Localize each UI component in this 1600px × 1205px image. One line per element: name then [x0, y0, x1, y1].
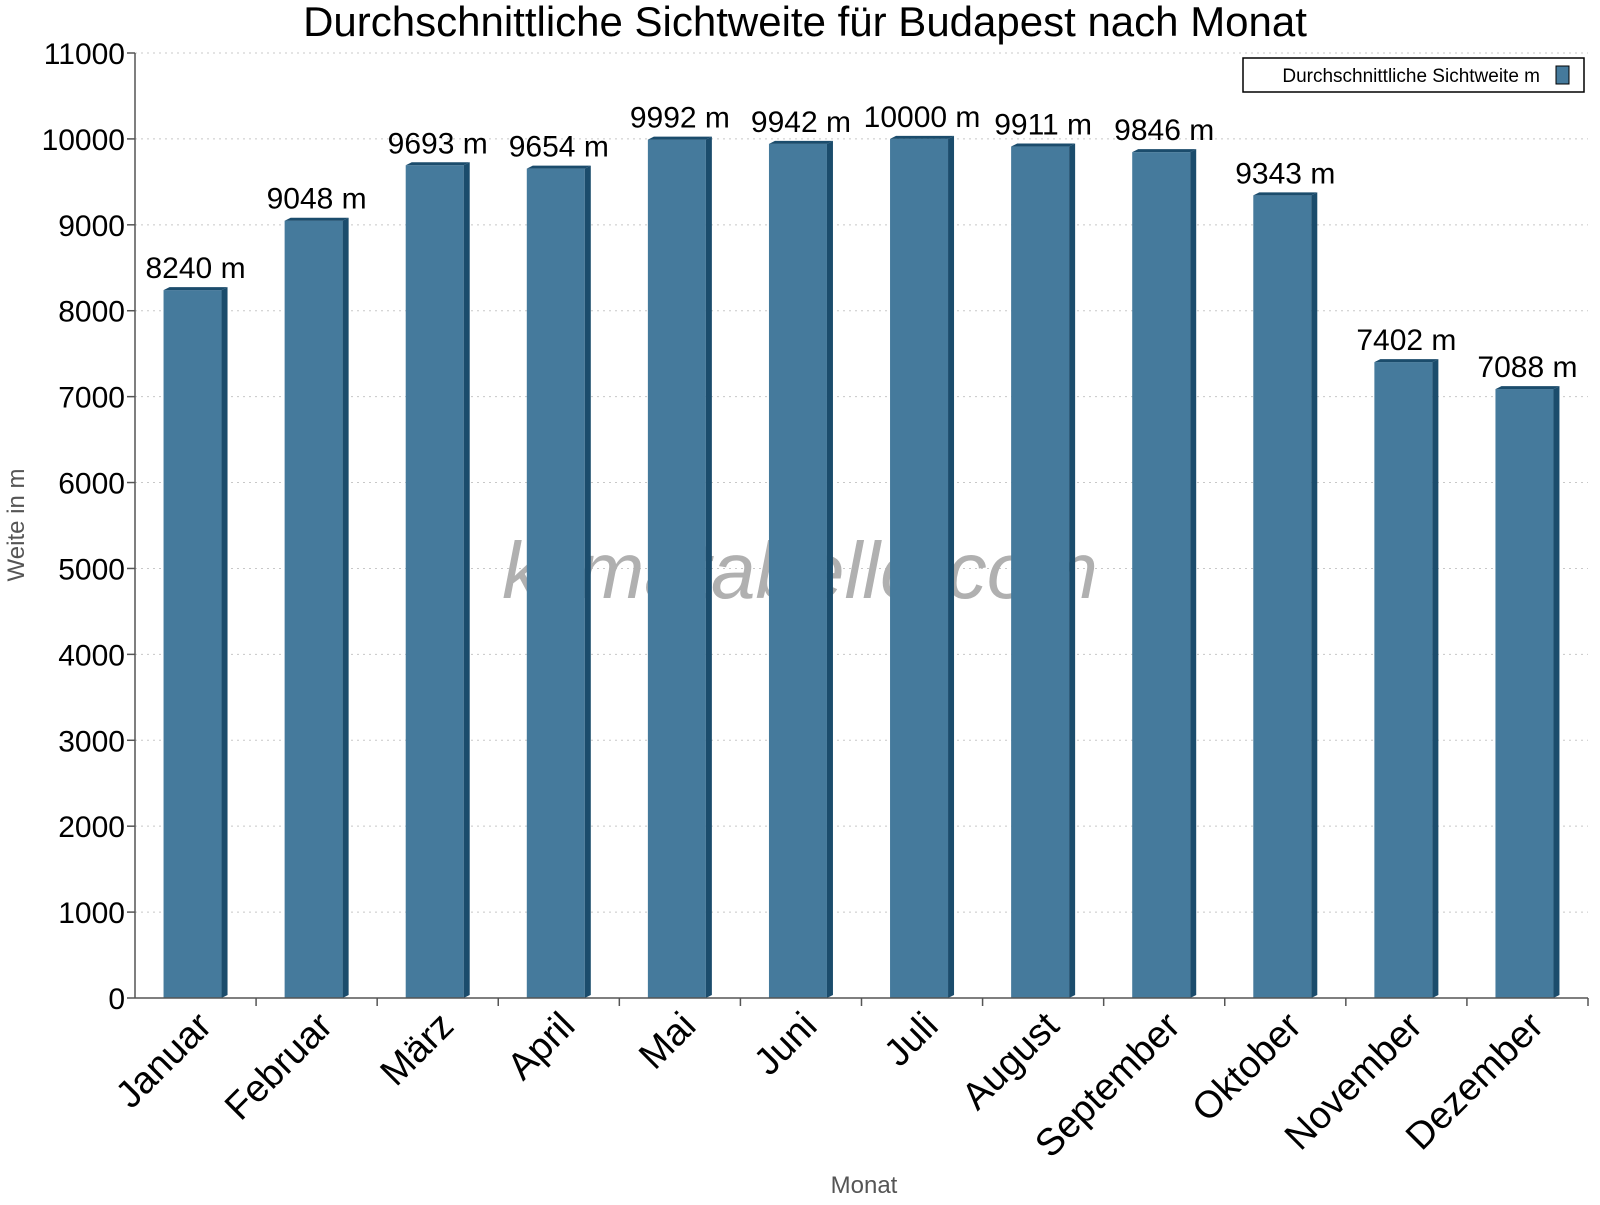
x-axis-title: Monat: [831, 1172, 898, 1199]
bar: [1132, 152, 1191, 998]
bar-side: [705, 136, 712, 998]
bar-side: [1190, 149, 1197, 998]
y-tick-label: 0: [108, 983, 125, 1016]
bar-side: [221, 287, 228, 998]
bar: [526, 168, 585, 998]
data-label: 9693 m: [388, 127, 488, 160]
bar-side: [826, 140, 833, 998]
y-tick-label: 7000: [58, 382, 125, 415]
bar-top: [1011, 143, 1076, 147]
grid-lines: [135, 52, 1588, 913]
y-tick-label: 3000: [58, 725, 125, 758]
bar-top: [890, 135, 955, 139]
bar: [1253, 195, 1312, 998]
bar: [890, 138, 949, 999]
y-tick-label: 6000: [58, 468, 125, 501]
bar-side: [342, 217, 349, 998]
bar-top: [647, 136, 712, 140]
legend-swatch: [1555, 65, 1570, 85]
bar: [1495, 389, 1554, 998]
bar: [405, 165, 464, 998]
bar-top: [1374, 359, 1439, 363]
bar-top: [1132, 149, 1197, 153]
bar-side: [463, 162, 470, 998]
data-label: 9846 m: [1114, 114, 1214, 147]
y-tick-label: 2000: [58, 811, 125, 844]
y-tick-label: 1000: [58, 897, 125, 930]
y-tick-label: 5000: [58, 553, 125, 586]
bar-side: [1311, 192, 1318, 998]
bar-side: [1553, 386, 1560, 998]
data-label: 9654 m: [509, 131, 609, 164]
bar-top: [1495, 386, 1560, 390]
bar-top: [405, 162, 470, 166]
bar-side: [584, 165, 591, 998]
data-label: 9911 m: [994, 109, 1092, 142]
axes: [127, 52, 1589, 1006]
data-label: 9048 m: [267, 183, 367, 216]
y-tick-label: 4000: [58, 639, 125, 672]
bar-top: [1253, 192, 1318, 196]
data-label: 7088 m: [1477, 351, 1577, 384]
data-label: 8240 m: [146, 252, 246, 285]
bar-side: [948, 135, 955, 999]
y-tick-label: 8000: [58, 296, 125, 329]
bar: [1374, 362, 1433, 998]
bar-side: [1069, 143, 1076, 998]
data-label: 7402 m: [1356, 324, 1456, 357]
bar-top: [163, 287, 228, 291]
value-labels: 8240 m 9048 m 9693 m 9654 m 9992 m 9942 m 1000…: [146, 101, 1578, 384]
bar-side: [1432, 359, 1439, 998]
bars: [163, 135, 1560, 999]
legend-box: [1242, 57, 1585, 93]
bar: [768, 143, 827, 998]
bar: [163, 290, 222, 998]
legend-label: Durchschnittliche Sichtweite m: [1282, 66, 1540, 87]
data-label: 9942 m: [751, 106, 851, 139]
bar-top: [768, 140, 833, 144]
y-tick-label: 11000: [44, 38, 125, 71]
legend: Durchschnittliche Sichtweite m: [1242, 57, 1585, 93]
bar: [647, 139, 706, 998]
chart-title: Durchschnittliche Sichtweite für Budapes…: [303, 0, 1307, 45]
bar-top: [284, 217, 349, 221]
data-label: 9343 m: [1235, 157, 1335, 190]
y-tick-labels: 0 1000 2000 3000 4000 5000 6000 7000 8000 9000 100…: [42, 38, 125, 1016]
bar-top: [526, 165, 591, 169]
bar: [284, 220, 343, 998]
y-axis-title: Weite in m: [3, 469, 30, 582]
y-tick-label: 9000: [58, 210, 125, 243]
data-label: 10000 m: [864, 101, 981, 134]
bar: [1011, 146, 1070, 998]
y-tick-label: 10000: [42, 124, 125, 157]
data-label: 9992 m: [630, 102, 730, 135]
